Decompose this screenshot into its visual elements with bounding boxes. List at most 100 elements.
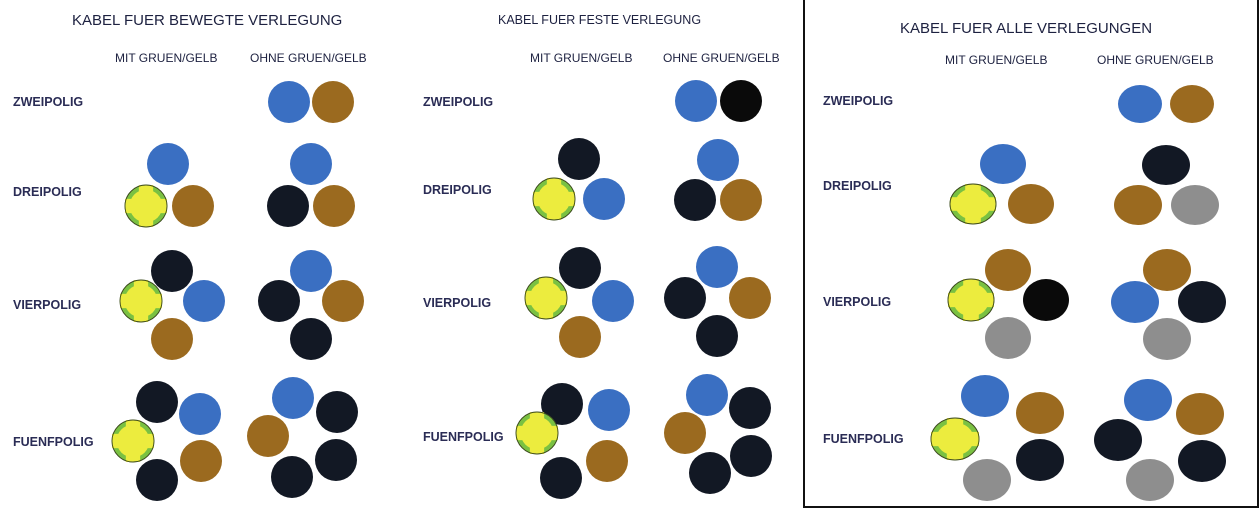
conductor-black [1023,279,1069,321]
cable-dreipolig-with [532,138,625,221]
conductor-black [559,247,601,289]
conductor-black [290,318,332,360]
conductor-blue [980,144,1026,184]
cable-dreipolig-without [267,143,355,227]
conductor-brown [1176,393,1224,435]
row-label-dreipolig: DREIPOLIG [823,179,892,193]
conductor-black [1094,419,1142,461]
conductor-black [1016,439,1064,481]
conductor-brown [729,277,771,319]
conductor-black [136,381,178,423]
cable-vierpolig-with [119,250,225,360]
conductor-brown [720,179,762,221]
conductor-black [316,391,358,433]
conductor-blue [697,139,739,181]
cable-dreipolig-with [124,143,214,228]
conductor-brown [322,280,364,322]
conductor-brown [312,81,354,123]
cable-diagrams [111,81,364,501]
conductor-grey [1126,459,1174,501]
row-label-fuenfpolig: FUENFPOLIG [423,430,504,444]
cable-zweipolig-without [675,80,762,122]
conductor-black [558,138,600,180]
panel-title: KABEL FUER ALLE VERLEGUNGEN [900,20,1153,37]
conductor-green-yellow [532,177,576,221]
cable-zweipolig-without [268,81,354,123]
conductor-green-yellow [930,417,980,461]
conductor-blue [696,246,738,288]
cable-fuenfpolig-without [664,374,772,494]
conductor-black [674,179,716,221]
row-label-dreipolig: DREIPOLIG [423,183,492,197]
conductor-brown [1008,184,1054,224]
row-label-fuenfpolig: FUENFPOLIG [823,432,904,446]
cable-fuenfpolig-with [930,375,1064,501]
conductor-blue [268,81,310,123]
column-header-without: OHNE GRUEN/GELB [1097,53,1214,67]
conductor-blue [183,280,225,322]
cable-dreipolig-without [1114,145,1219,225]
cable-vierpolig-with [947,249,1069,359]
conductor-brown [586,440,628,482]
conductor-brown [1016,392,1064,434]
conductor-brown [247,415,289,457]
conductor-brown [1114,185,1162,225]
conductor-black [1142,145,1190,185]
column-header-with: MIT GRUEN/GELB [115,51,218,65]
conductor-blue [179,393,221,435]
cable-vierpolig-without [664,246,771,357]
conductor-black [271,456,313,498]
conductor-black [720,80,762,122]
conductor-blue [686,374,728,416]
cable-diagrams [930,85,1226,501]
row-label-vierpolig: VIERPOLIG [13,298,82,312]
conductor-blue [290,143,332,185]
cable-fuenfpolig-without [1094,379,1226,501]
conductor-black [696,315,738,357]
conductor-green-yellow [949,183,997,225]
conductor-brown [180,440,222,482]
conductor-black [689,452,731,494]
row-label-vierpolig: VIERPOLIG [423,296,492,310]
conductor-blue [592,280,634,322]
conductor-black [540,457,582,499]
panel-bewegte-verlegung: KABEL FUER BEWEGTE VERLEGUNG MIT GRUEN/G… [0,0,400,507]
panel-title: KABEL FUER FESTE VERLEGUNG [498,13,702,27]
cable-dreipolig-with [949,144,1054,225]
row-label-dreipolig: DREIPOLIG [13,185,82,199]
conductor-black [1178,440,1226,482]
conductor-blue [961,375,1009,417]
conductor-blue [583,178,625,220]
conductor-brown [151,318,193,360]
conductor-grey [1171,185,1219,225]
conductor-blue [147,143,189,185]
conductor-green-yellow [515,411,559,455]
conductor-black [664,277,706,319]
cable-zweipolig-without [1118,85,1214,123]
cable-fuenfpolig-with [515,383,630,499]
cable-vierpolig-without [1111,249,1226,360]
cable-vierpolig-without [258,250,364,360]
conductor-black [541,383,583,425]
column-header-without: OHNE GRUEN/GELB [663,51,780,65]
conductor-black [151,250,193,292]
conductor-brown [1170,85,1214,123]
conductor-black [267,185,309,227]
conductor-green-yellow [119,279,163,323]
cable-fuenfpolig-without [247,377,358,498]
row-label-zweipolig: ZWEIPOLIG [823,94,894,108]
row-label-fuenfpolig: FUENFPOLIG [13,435,94,449]
conductor-blue [1118,85,1162,123]
conductor-grey [985,317,1031,359]
panel-alle-verlegungen: KABEL FUER ALLE VERLEGUNGEN MIT GRUEN/GE… [803,0,1259,508]
conductor-blue [290,250,332,292]
conductor-brown [664,412,706,454]
conductor-black [258,280,300,322]
conductor-blue [588,389,630,431]
column-header-without: OHNE GRUEN/GELB [250,51,367,65]
conductor-brown [313,185,355,227]
cable-dreipolig-without [674,139,762,221]
cable-diagrams [515,80,772,499]
conductor-black [315,439,357,481]
conductor-grey [963,459,1011,501]
